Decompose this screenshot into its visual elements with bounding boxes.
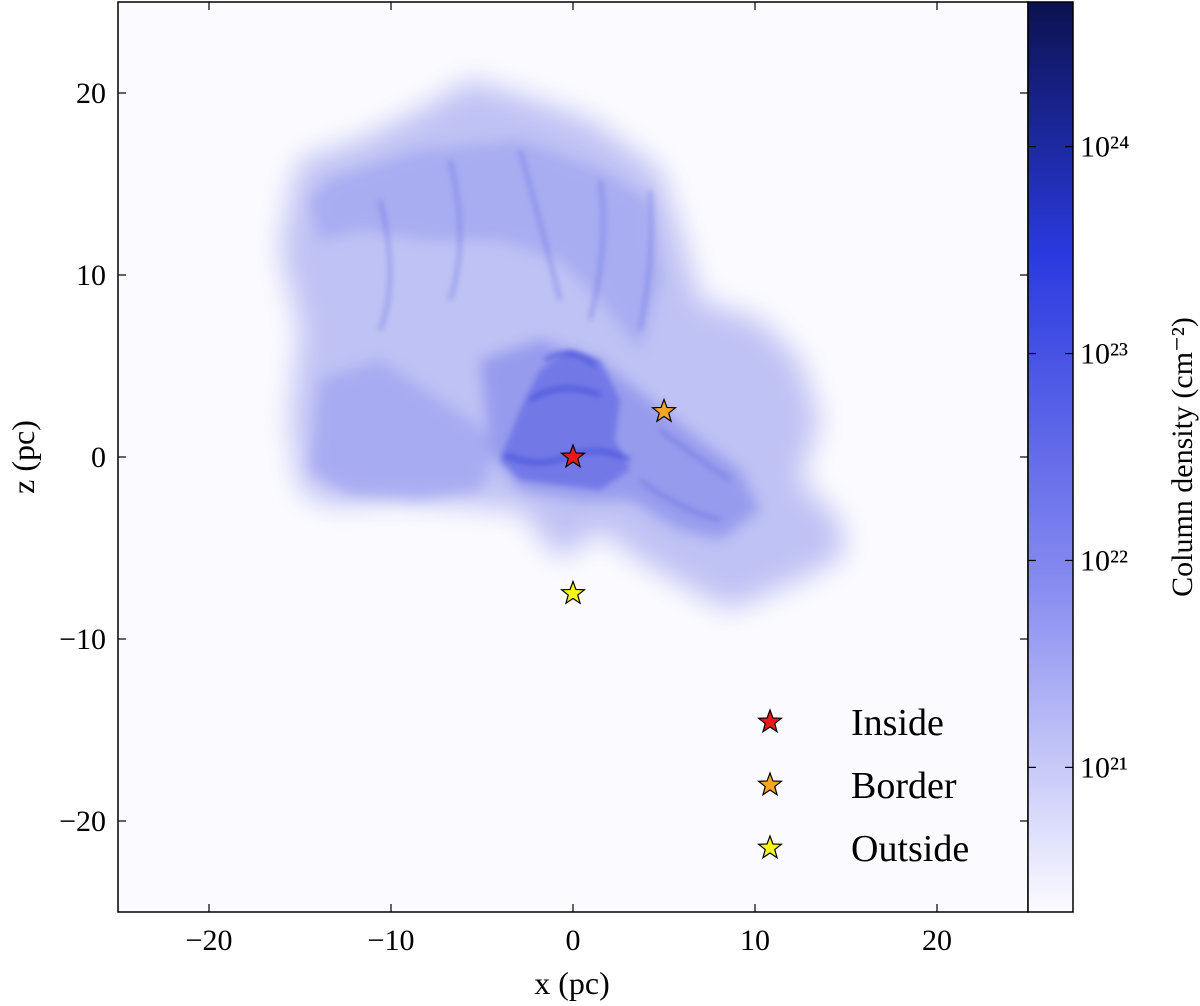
legend-marker-inside <box>756 708 784 734</box>
y-tick-label: −10 <box>59 623 106 656</box>
x-axis-ticks: −20 −10 0 10 20 <box>186 2 952 957</box>
colorbar <box>1028 2 1073 912</box>
legend: Inside Border Outside <box>756 702 969 870</box>
density-map <box>280 80 845 610</box>
colorbar-tick-label: 10²¹ <box>1080 751 1128 784</box>
y-tick-label: 20 <box>76 77 106 110</box>
legend-marker-outside <box>756 834 784 860</box>
x-axis-label: x (pc) <box>534 965 610 1001</box>
star-marker-outside <box>559 579 587 605</box>
x-tick-label: −20 <box>186 924 233 957</box>
colorbar-frame <box>1027 1 1074 913</box>
x-tick-label: 10 <box>740 924 770 957</box>
y-axis-ticks: 20 10 0 −10 −20 <box>59 77 1028 838</box>
colorbar-tick-label: 10²² <box>1080 544 1128 577</box>
y-tick-label: −20 <box>59 805 106 838</box>
x-tick-label: −10 <box>368 924 415 957</box>
y-tick-label: 0 <box>91 441 106 474</box>
legend-label-border: Border <box>851 765 957 807</box>
colorbar-tick-label: 10²³ <box>1080 338 1128 371</box>
colorbar-ticks: 10²¹ 10²² 10²³ 10²⁴ <box>1028 131 1129 784</box>
x-tick-label: 0 <box>566 924 581 957</box>
legend-label-inside: Inside <box>851 702 944 744</box>
star-markers <box>559 397 678 605</box>
legend-marker-border <box>756 771 784 797</box>
colorbar-tick-label: 10²⁴ <box>1080 131 1129 164</box>
colorbar-label: Column density (cm⁻²) <box>1166 317 1199 597</box>
star-marker-border <box>650 397 678 423</box>
star-marker-inside <box>559 443 587 469</box>
x-tick-label: 20 <box>922 924 952 957</box>
y-axis-label: z (pc) <box>5 420 41 494</box>
legend-label-outside: Outside <box>851 828 969 870</box>
y-tick-label: 10 <box>76 259 106 292</box>
